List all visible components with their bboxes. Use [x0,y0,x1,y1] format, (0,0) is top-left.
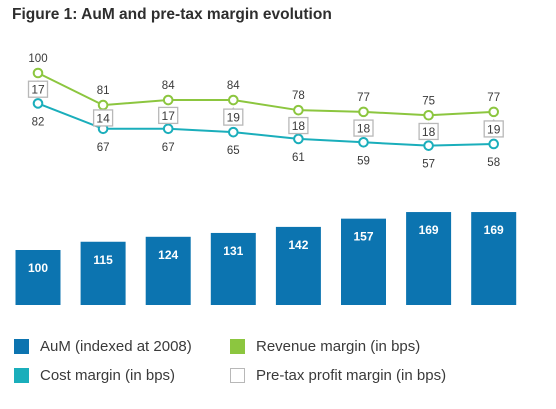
cost-value-label: 58 [487,157,500,169]
cost-value-label: 82 [32,116,45,128]
aum-value-label: 100 [28,261,48,275]
revenue-margin-point [32,67,44,79]
revenue-value-label: 84 [162,80,175,92]
legend-swatch-aum [14,339,29,354]
profit-box [288,116,309,135]
revenue-margin-point [358,106,369,118]
legend: AuM (indexed at 2008) Revenue margin (in… [14,330,554,400]
profit-value-label: 19 [487,122,501,136]
legend-item-cost: Cost margin (in bps) [14,367,175,384]
revenue-value-label: 84 [227,80,240,92]
revenue-value-label: 75 [422,95,435,107]
profit-box [223,108,244,126]
aum-bar [406,212,452,305]
legend-swatch-profit [230,368,245,383]
legend-item-revenue: Revenue margin (in bps) [230,338,420,355]
legend-label-aum: AuM (indexed at 2008) [40,338,192,355]
revenue-value-label: 100 [28,53,47,65]
aum-bar [15,250,61,305]
legend-swatch-cost [14,368,29,383]
figure-title: Figure 1: AuM and pre-tax margin evoluti… [12,6,332,23]
revenue-value-label: 78 [292,90,305,102]
revenue-margin-point [488,106,500,118]
aum-bar [471,212,517,305]
profit-value-label: 18 [422,125,436,139]
aum-value-label: 169 [419,223,439,237]
bar-labels: 100 115 124 131 142 157 169 169 [28,223,504,275]
profit-value-label: 17 [162,109,176,123]
chart-svg: 100 115 124 131 142 157 169 169 100 82 81 67 84 67 84… [15,53,517,305]
line-labels: 100 82 81 67 84 67 84 65 78 61 77 59 75 57 77 58 [28,53,500,171]
cost-margin-point [488,138,500,150]
revenue-value-label: 81 [97,85,110,97]
profit-value-label: 18 [292,119,306,133]
revenue-margin-point [293,104,304,116]
profit-value-label: 17 [31,83,45,97]
profit-value-label: 18 [357,122,371,136]
legend-label-revenue: Revenue margin (in bps) [256,338,421,355]
legend-label-profit: Pre-tax profit margin (in bps) [256,367,447,384]
legend-swatch-revenue [230,339,245,354]
aum-value-label: 124 [158,248,178,262]
revenue-value-label: 77 [487,92,500,104]
cost-value-label: 61 [292,152,305,164]
cost-margin-point [423,140,434,151]
legend-item-profit: Pre-tax profit margin (in bps) [230,367,446,384]
line-series [32,67,500,151]
cost-margin-point [32,98,44,109]
aum-bar [275,226,321,305]
revenue-margin-point [97,99,109,111]
cost-margin-point [162,123,174,135]
cost-value-label: 57 [422,159,435,171]
cost-margin-point [293,133,304,145]
cost-margin-point [228,126,239,138]
profit-box [483,120,504,138]
aum-value-label: 157 [353,230,373,244]
profit-box [158,106,179,125]
profit-box [418,122,439,141]
aum-value-label: 142 [288,238,308,252]
aum-bar [145,236,191,305]
profit-value-label: 14 [96,111,110,125]
cost-value-label: 59 [357,155,370,167]
aum-bar [341,218,386,305]
profit-value-label: 19 [227,111,241,125]
revenue-value-label: 77 [357,92,370,104]
cost-value-label: 65 [227,145,240,157]
revenue-margin-point [162,94,174,106]
revenue-margin-point [228,94,239,106]
cost-value-label: 67 [162,142,175,154]
legend-label-cost: Cost margin (in bps) [40,367,176,384]
revenue-margin-point [423,109,434,121]
aum-value-label: 131 [223,244,243,258]
aum-bar [210,232,256,305]
profit-boxes: 17 14 17 19 18 18 18 19 [27,80,504,141]
profit-box [353,119,374,137]
profit-box [92,109,114,127]
bar-series-aum [15,212,517,305]
cost-margin-line [37,102,494,147]
profit-box [27,80,49,98]
cost-margin-point [358,136,369,148]
cost-value-label: 67 [97,142,110,154]
aum-value-label: 169 [484,223,504,237]
aum-value-label: 115 [93,253,113,267]
legend-item-aum: AuM (indexed at 2008) [14,338,192,355]
aum-bar [80,241,126,305]
revenue-margin-line [37,72,494,117]
